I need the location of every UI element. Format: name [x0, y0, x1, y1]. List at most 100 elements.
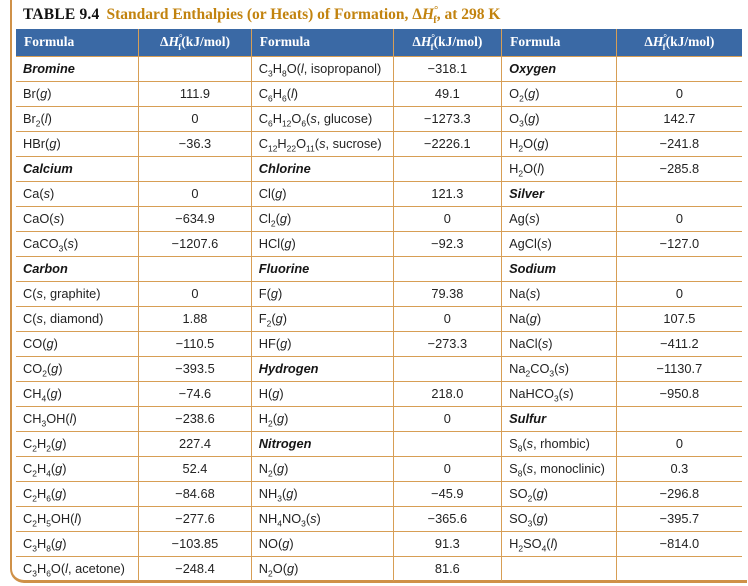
formula-cell: HBr(g) — [16, 130, 139, 156]
formula-cell: CH4(g) — [16, 380, 139, 406]
column-header-enthalpy-3: ΔH°f(kJ/mol) — [615, 29, 742, 56]
enthalpy-value-cell: −296.8 — [615, 480, 742, 506]
formula-cell: NO(g) — [250, 530, 394, 556]
enthalpy-value-cell: −634.9 — [138, 205, 252, 231]
formula-cell: SO2(g) — [501, 480, 617, 506]
formula-cell: C3H8(g) — [16, 530, 139, 556]
formula-cell: C3H6O(l, acetone) — [16, 555, 139, 581]
category-label: Hydrogen — [250, 355, 394, 381]
enthalpy-value-cell: 0.3 — [615, 455, 742, 481]
category-label: Carbon — [16, 255, 139, 281]
column-header-formula-3: Formula — [501, 29, 617, 56]
enthalpy-value-cell: −318.1 — [392, 55, 502, 81]
enthalpy-value-cell: 91.3 — [392, 530, 502, 556]
table-frame: TABLE 9.4 Standard Enthalpies (or Heats)… — [10, 0, 747, 583]
table-row: CH4(g) −74.6 H(g) 218.0 NaHCO3(s) −950.8 — [16, 380, 742, 406]
table-row: Br(g) 111.9 C6H6(l) 49.1 O2(g) 0 — [16, 80, 742, 106]
table-row: HBr(g) −36.3 C12H22O11(s, sucrose) −2226.1 H… — [16, 130, 742, 156]
formula-cell: Br(g) — [16, 80, 139, 106]
formula-cell: AgCl(s) — [501, 230, 617, 256]
empty-value-cell — [615, 255, 742, 281]
enthalpy-value-cell: 0 — [615, 280, 742, 306]
formula-cell: CaCO3(s) — [16, 230, 139, 256]
category-label: Chlorine — [250, 155, 394, 181]
formula-cell: C6H12O6(s, glucose) — [250, 105, 394, 131]
formula-cell: CaO(s) — [16, 205, 139, 231]
empty-value-cell — [615, 180, 742, 206]
enthalpy-value-cell: 0 — [615, 430, 742, 456]
enthalpy-value-cell: −84.68 — [138, 480, 252, 506]
formula-cell: Na(g) — [501, 305, 617, 331]
formula-cell: H(g) — [250, 380, 394, 406]
enthalpy-value-cell: −395.7 — [615, 505, 742, 531]
column-header-formula-1: Formula — [16, 29, 139, 56]
category-label: Calcium — [16, 155, 139, 181]
empty-value-cell — [138, 255, 252, 281]
formula-cell: C6H6(l) — [250, 80, 394, 106]
formula-cell: NH4NO3(s) — [250, 505, 394, 531]
formula-cell: C2H6(g) — [16, 480, 139, 506]
formula-cell: SO3(g) — [501, 505, 617, 531]
table-row: C2H4(g) 52.4 N2(g) 0 S8(s, monoclinic) 0.3 — [16, 455, 742, 481]
enthalpy-value-cell: −36.3 — [138, 130, 252, 156]
enthalpy-value-cell: 121.3 — [392, 180, 502, 206]
formula-cell: C(s, diamond) — [16, 305, 139, 331]
table-row: Br2(l) 0 C6H12O6(s, glucose) −1273.3 O3(g) 14… — [16, 105, 742, 131]
enthalpy-value-cell: −273.3 — [392, 330, 502, 356]
enthalpy-value-cell: −238.6 — [138, 405, 252, 431]
category-label: Oxygen — [501, 55, 617, 81]
enthalpy-value-cell: 0 — [392, 455, 502, 481]
formula-cell: C(s, graphite) — [16, 280, 139, 306]
formula-cell: N2(g) — [250, 455, 394, 481]
table-title: TABLE 9.4 Standard Enthalpies (or Heats)… — [15, 3, 747, 29]
enthalpy-value-cell: −1130.7 — [615, 355, 742, 381]
table-header-row: Formula ΔH°f(kJ/mol) Formula ΔH°f(kJ/mol… — [16, 29, 742, 56]
enthalpy-value-cell: 0 — [138, 280, 252, 306]
formula-cell: Ag(s) — [501, 205, 617, 231]
enthalpy-value-cell: 81.6 — [392, 555, 502, 581]
enthalpy-value-cell: −103.85 — [138, 530, 252, 556]
enthalpy-value-cell: −1207.6 — [138, 230, 252, 256]
formula-cell: Cl2(g) — [250, 205, 394, 231]
table-row: CO2(g) −393.5 Hydrogen Na2CO3(s) −1130.7 — [16, 355, 742, 381]
table-row: C2H5OH(l) −277.6 NH4NO3(s) −365.6 SO3(g) −395… — [16, 505, 742, 531]
formula-cell: N2O(g) — [250, 555, 394, 581]
formula-cell: S8(s, monoclinic) — [501, 455, 617, 481]
enthalpy-value-cell: −285.8 — [615, 155, 742, 181]
enthalpy-value-cell: 79.38 — [392, 280, 502, 306]
formula-cell: HCl(g) — [250, 230, 394, 256]
formula-cell: C2H5OH(l) — [16, 505, 139, 531]
enthalpy-value-cell: 0 — [138, 180, 252, 206]
enthalpy-value-cell: −74.6 — [138, 380, 252, 406]
enthalpy-value-cell: −92.3 — [392, 230, 502, 256]
formula-cell: S8(s, rhombic) — [501, 430, 617, 456]
formula-cell: CO2(g) — [16, 355, 139, 381]
enthalpy-value-cell: 107.5 — [615, 305, 742, 331]
formula-cell: H2O(g) — [501, 130, 617, 156]
enthalpy-value-cell: −1273.3 — [392, 105, 502, 131]
enthalpy-value-cell: −814.0 — [615, 530, 742, 556]
table-row: C3H6O(l, acetone) −248.4 N2O(g) 81.6 — [16, 555, 742, 581]
table-row: Bromine C3H8O(l, isopropanol) −318.1 Oxygen — [16, 55, 742, 81]
empty-value-cell — [392, 255, 502, 281]
enthalpy-value-cell: −127.0 — [615, 230, 742, 256]
enthalpy-value-cell: 0 — [615, 80, 742, 106]
empty-value-cell — [615, 55, 742, 81]
empty-value-cell — [615, 405, 742, 431]
category-label: Nitrogen — [250, 430, 394, 456]
table-row: CaCO3(s) −1207.6 HCl(g) −92.3 AgCl(s) −127.0 — [16, 230, 742, 256]
enthalpy-value-cell: −393.5 — [138, 355, 252, 381]
enthalpy-value-cell: −248.4 — [138, 555, 252, 581]
table-row: CO(g) −110.5 HF(g) −273.3 NaCl(s) −411.2 — [16, 330, 742, 356]
formula-cell: NaCl(s) — [501, 330, 617, 356]
enthalpy-of-formation-table: Formula ΔH°f(kJ/mol) Formula ΔH°f(kJ/mol… — [16, 29, 742, 581]
enthalpy-value-cell: 0 — [615, 205, 742, 231]
column-header-enthalpy-1: ΔH°f(kJ/mol) — [138, 29, 252, 56]
enthalpy-value-cell: −950.8 — [615, 380, 742, 406]
formula-cell: NH3(g) — [250, 480, 394, 506]
enthalpy-value-cell: 142.7 — [615, 105, 742, 131]
category-label: Silver — [501, 180, 617, 206]
empty-cell — [615, 555, 742, 581]
empty-value-cell — [392, 155, 502, 181]
table-row: C(s, diamond) 1.88 F2(g) 0 Na(g) 107.5 — [16, 305, 742, 331]
